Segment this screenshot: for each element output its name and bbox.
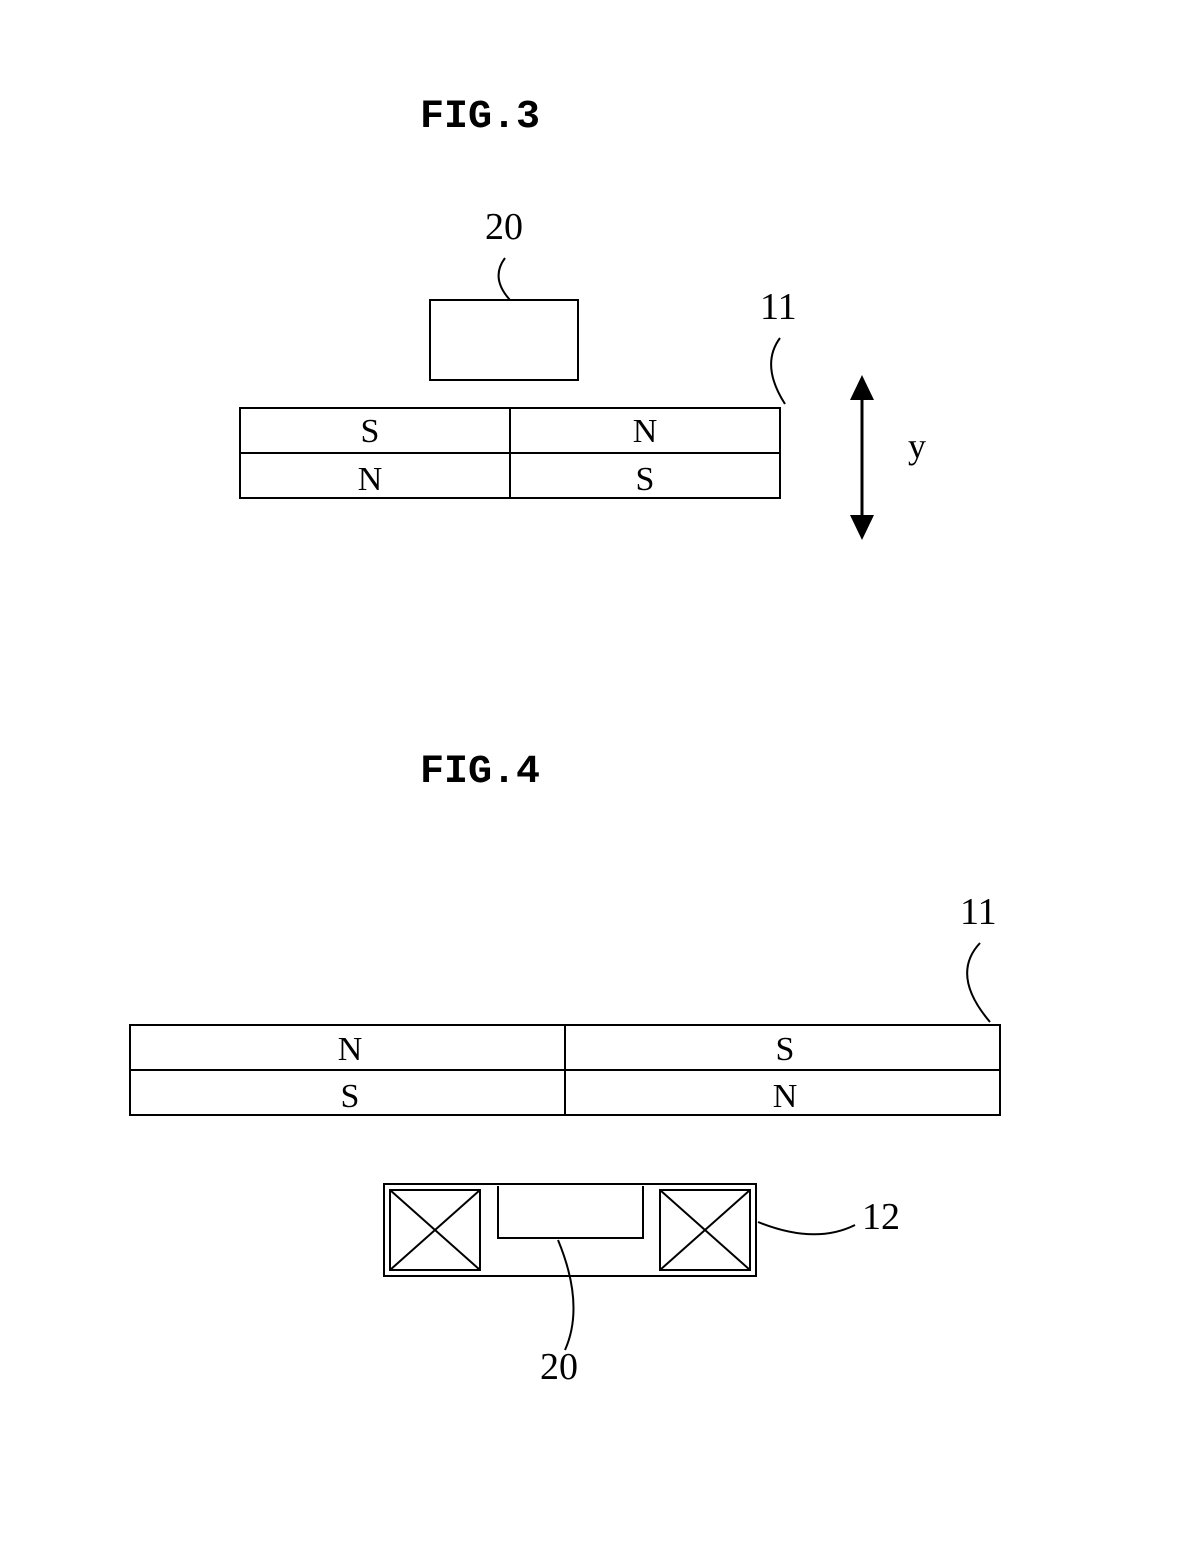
fig4-magnet-leader <box>967 943 990 1022</box>
fig4-cell-bl: S <box>341 1078 360 1115</box>
fig4-cell-tr: S <box>776 1031 795 1068</box>
fig3-axis-arrow-up <box>850 375 874 400</box>
fig4-cell-br: N <box>773 1078 798 1115</box>
fig4-coil-outer-rect <box>384 1184 756 1276</box>
fig3-cell-bl: N <box>358 461 383 498</box>
fig3-cell-tr: N <box>633 413 658 450</box>
fig3-sensor-rect <box>430 300 578 380</box>
fig4-leader-12 <box>758 1222 855 1234</box>
fig4-leader-20 <box>558 1240 574 1350</box>
fig3-cell-tl: S <box>361 413 380 450</box>
fig3-magnet-leader <box>771 338 785 404</box>
diagram-svg: S N N S N S S N <box>0 0 1196 1544</box>
fig3-cell-br: S <box>636 461 655 498</box>
fig3-axis-arrow-down <box>850 515 874 540</box>
fig3-sensor-leader <box>499 258 510 300</box>
fig4-cell-tl: N <box>338 1031 363 1068</box>
fig4-sensor-notch <box>498 1186 643 1238</box>
